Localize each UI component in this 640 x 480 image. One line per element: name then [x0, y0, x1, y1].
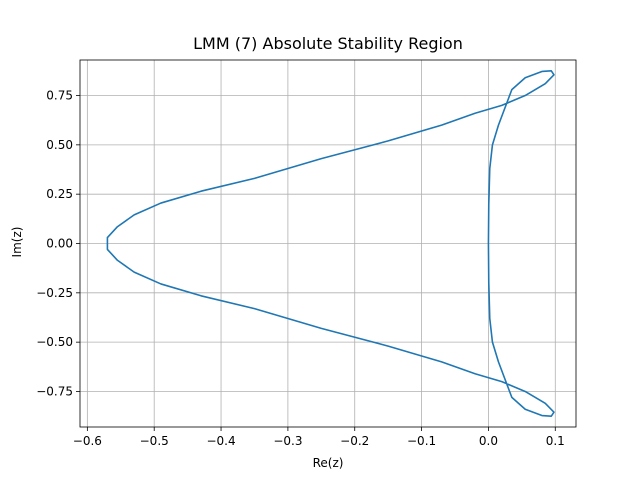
x-tick-label: −0.5 — [140, 434, 169, 448]
stability-region-curve — [106, 70, 555, 417]
y-tick-label: 0.25 — [46, 187, 73, 201]
y-tick-label: 0.50 — [46, 138, 73, 152]
x-axis-label: Re(z) — [313, 456, 344, 470]
x-tick-label: 0.1 — [546, 434, 565, 448]
x-tick-label: −0.3 — [273, 434, 302, 448]
y-axis-label: Im(z) — [10, 227, 24, 258]
y-tick-label: −0.25 — [36, 286, 73, 300]
y-tick-label: 0.00 — [46, 237, 73, 251]
y-tick-label: 0.75 — [46, 89, 73, 103]
x-tick-label: −0.2 — [340, 434, 369, 448]
x-tick-label: −0.1 — [407, 434, 436, 448]
x-tick-label: −0.6 — [73, 434, 102, 448]
y-tick-label: −0.75 — [36, 384, 73, 398]
chart-title: LMM (7) Absolute Stability Region — [193, 34, 463, 53]
x-tick-label: 0.0 — [479, 434, 498, 448]
x-tick-label: −0.4 — [206, 434, 235, 448]
y-tick-label: −0.50 — [36, 335, 73, 349]
series-layer — [106, 70, 555, 417]
ticks: −0.6 −0.5 −0.4 −0.3 −0.2 −0.1 0.0 0.1 −0.75 −0.50… — [36, 89, 565, 448]
grid — [80, 60, 576, 427]
